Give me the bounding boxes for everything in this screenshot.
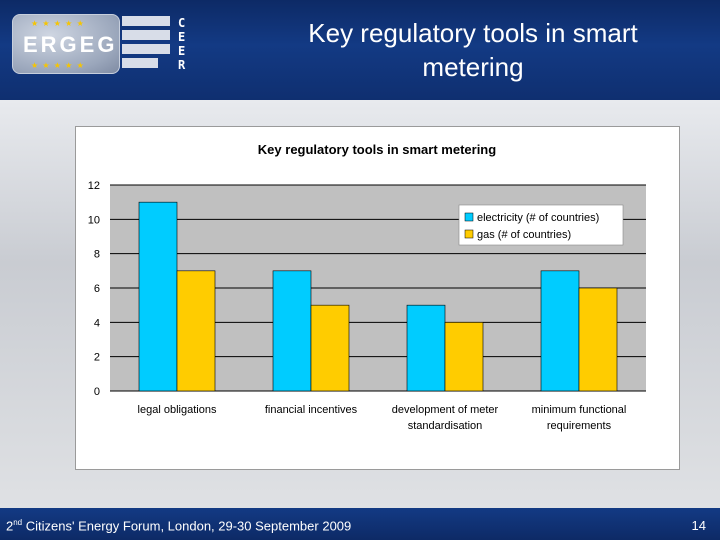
bar <box>272 270 312 392</box>
eu-stars-icon: ★ ★ ★ ★ ★ <box>31 61 85 70</box>
footer-event-text: 2nd Citizens' Energy Forum, London, 29-3… <box>6 518 351 533</box>
bar-chart: Key regulatory tools in smart metering 0 2… <box>88 142 646 432</box>
legend-swatch <box>464 229 474 239</box>
bar <box>406 304 446 392</box>
y-tick-label: 2 <box>94 352 100 364</box>
chart-panel: Key regulatory tools in smart metering 0 2… <box>75 126 680 470</box>
slide-header: ★ ★ ★ ★ ★ ERGEG ★ ★ ★ ★ ★ C E E R Key re… <box>0 0 720 100</box>
y-tick-label: 12 <box>88 180 100 192</box>
ceer-letter: C <box>178 16 186 30</box>
ergeg-logo-text: ERGEG <box>23 32 118 57</box>
ceer-logo-bar <box>122 58 158 68</box>
y-tick-label: 10 <box>88 214 100 226</box>
x-tick-label: standardisation <box>408 420 483 432</box>
bar <box>578 287 618 392</box>
bar <box>310 304 350 392</box>
ceer-logo-bar <box>122 30 170 40</box>
bar <box>138 201 178 392</box>
legend-swatch <box>464 212 474 222</box>
x-tick-label: development of meter <box>392 404 499 416</box>
footer-rest: Citizens' Energy Forum, London, 29-30 Se… <box>22 518 352 534</box>
footer-superscript: nd <box>13 518 23 527</box>
legend-box <box>458 204 624 246</box>
footer-ordinal: 2 <box>6 518 14 534</box>
ceer-logo: C E E R <box>122 16 192 74</box>
y-tick-label: 6 <box>94 283 100 295</box>
ceer-letter: E <box>178 30 186 44</box>
legend-label: electricity (# of countries) <box>477 212 599 224</box>
x-tick-label: requirements <box>547 420 612 432</box>
ceer-letter: R <box>178 58 186 72</box>
ceer-logo-bar <box>122 16 170 26</box>
slide-title: Key regulatory tools in smart metering <box>308 18 638 82</box>
ceer-letter: E <box>178 44 186 58</box>
bar <box>444 322 484 392</box>
page-number: 14 <box>691 518 706 533</box>
ergeg-logo: ★ ★ ★ ★ ★ ERGEG ★ ★ ★ ★ ★ <box>12 14 120 74</box>
bar <box>176 270 216 392</box>
y-tick-label: 4 <box>94 317 100 329</box>
eu-stars-icon: ★ ★ ★ ★ ★ <box>31 19 85 28</box>
x-tick-label: legal obligations <box>138 404 217 416</box>
ceer-logo-bar <box>122 44 170 54</box>
x-tick-label: financial incentives <box>265 404 358 416</box>
y-tick-label: 0 <box>94 386 100 398</box>
chart-title: Key regulatory tools in smart metering <box>258 142 496 157</box>
x-tick-label: minimum functional <box>532 404 627 416</box>
legend-label: gas (# of countries) <box>477 229 571 241</box>
bar <box>540 270 580 392</box>
y-tick-label: 8 <box>94 249 100 261</box>
slide-footer: 2nd Citizens' Energy Forum, London, 29-3… <box>0 508 720 540</box>
